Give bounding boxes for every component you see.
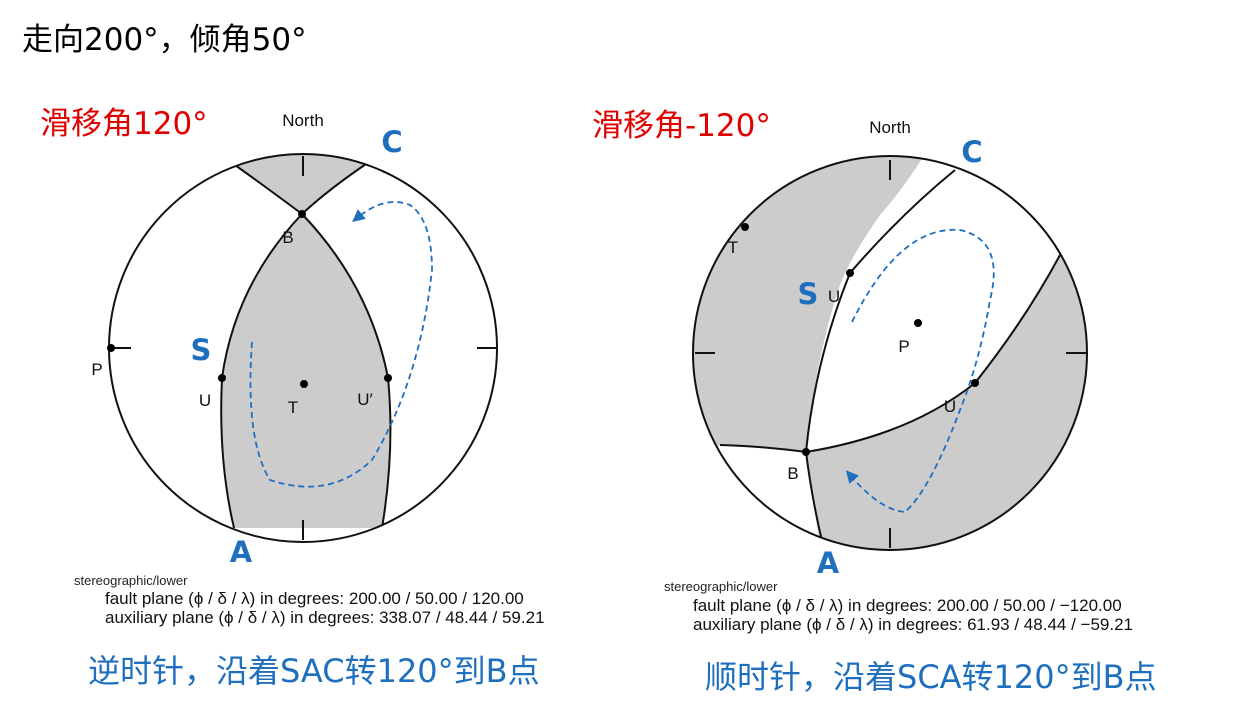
right-cap-c: C xyxy=(961,135,982,169)
right-north-label: North xyxy=(869,118,911,137)
left-beachball: North B P U T U′ C S A xyxy=(91,111,498,569)
right-point-t xyxy=(741,223,749,231)
left-cap-s: S xyxy=(191,333,212,367)
left-label-t: T xyxy=(288,398,298,417)
right-outer-circle xyxy=(692,155,1088,551)
right-rotation-path xyxy=(845,228,995,513)
page-heading: 走向200°，倾角50° xyxy=(22,22,307,58)
left-rake-label: 滑移角120° xyxy=(40,106,208,142)
left-projection: stereographic/lower xyxy=(74,573,188,588)
left-nodal-plane-2 xyxy=(220,159,373,529)
left-point-t xyxy=(300,380,308,388)
right-nodal-plane-1 xyxy=(804,169,956,546)
left-top-shaded-region xyxy=(228,154,372,214)
left-cap-c: C xyxy=(381,125,402,159)
right-label-b: B xyxy=(787,464,798,483)
right-nodal-plane-2 xyxy=(719,254,1061,454)
left-fault-plane: fault plane (ϕ / δ / λ) in degrees: 200.… xyxy=(105,589,524,608)
left-label-u: U xyxy=(199,391,211,410)
left-point-p xyxy=(107,344,115,352)
right-left-shaded-region xyxy=(693,156,955,452)
right-bottom-shaded-region xyxy=(806,255,1087,550)
left-label-p: P xyxy=(91,360,102,379)
left-point-u2 xyxy=(384,374,392,382)
right-rake-label: 滑移角-120° xyxy=(592,108,771,144)
right-label-p: P xyxy=(898,337,909,356)
left-nodal-plane-1 xyxy=(227,159,392,529)
left-auxiliary-plane: auxiliary plane (ϕ / δ / λ) in degrees: … xyxy=(105,608,545,627)
right-label-u: U xyxy=(828,287,840,306)
left-cap-a: A xyxy=(230,535,253,569)
right-fault-plane: fault plane (ϕ / δ / λ) in degrees: 200.… xyxy=(693,596,1122,615)
left-rotation-path xyxy=(249,201,433,488)
right-beachball: North T U P U B C S A xyxy=(692,118,1088,580)
right-point-b xyxy=(802,448,810,456)
left-label-b: B xyxy=(282,228,293,247)
right-point-u2 xyxy=(971,379,979,387)
right-cap-s: S xyxy=(798,277,819,311)
left-center-shaded-region xyxy=(221,214,391,528)
left-caption: 逆时针，沿着SAC转120°到B点 xyxy=(88,652,540,690)
left-north-label: North xyxy=(282,111,324,130)
left-point-u xyxy=(218,374,226,382)
right-point-p xyxy=(914,319,922,327)
right-point-u xyxy=(846,269,854,277)
left-point-b xyxy=(298,210,306,218)
right-cap-a: A xyxy=(817,546,840,580)
right-auxiliary-plane: auxiliary plane (ϕ / δ / λ) in degrees: … xyxy=(693,615,1133,634)
right-caption: 顺时针，沿着SCA转120°到B点 xyxy=(705,658,1157,696)
right-projection: stereographic/lower xyxy=(664,579,778,594)
left-label-u2: U′ xyxy=(357,390,372,409)
right-label-u2: U xyxy=(944,397,956,416)
right-label-t: T xyxy=(728,238,738,257)
